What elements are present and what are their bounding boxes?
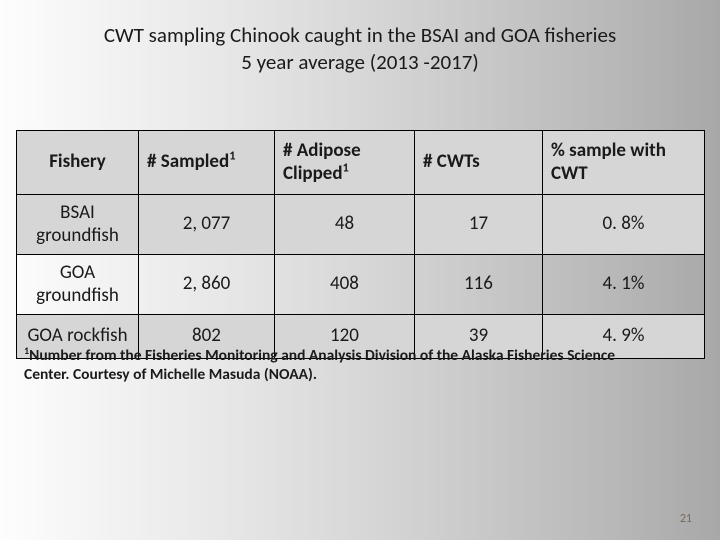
cell-cwts: 116 [415, 255, 543, 315]
col-header-clipped: # Adipose Clipped1 [275, 131, 415, 195]
footnote: 1Number from the Fisheries Monitoring an… [24, 346, 664, 385]
table-row: BSAI groundfish 2, 077 48 17 0. 8% [17, 195, 705, 255]
title-line-1: CWT sampling Chinook caught in the BSAI … [104, 22, 616, 48]
cwt-table: Fishery # Sampled1 # Adipose Clipped1 # … [16, 130, 705, 359]
title-line-2: 5 year average (2013 -2017) [241, 49, 479, 75]
data-table-container: Fishery # Sampled1 # Adipose Clipped1 # … [16, 130, 704, 359]
cell-cwts: 17 [415, 195, 543, 255]
page-number: 21 [680, 512, 692, 526]
cell-pct: 0. 8% [543, 195, 705, 255]
slide-title: CWT sampling Chinook caught in the BSAI … [0, 0, 720, 77]
col-header-pct: % sample with CWT [543, 131, 705, 195]
cell-sampled: 2, 860 [139, 255, 275, 315]
cell-pct: 4. 1% [543, 255, 705, 315]
footnote-text: Number from the Fisheries Monitoring and… [24, 346, 615, 384]
table-row: GOA groundfish 2, 860 408 116 4. 1% [17, 255, 705, 315]
table-header-row: Fishery # Sampled1 # Adipose Clipped1 # … [17, 131, 705, 195]
cell-clipped: 48 [275, 195, 415, 255]
col-header-sampled: # Sampled1 [139, 131, 275, 195]
col-header-fishery: Fishery [17, 131, 139, 195]
cell-sampled: 2, 077 [139, 195, 275, 255]
col-header-cwts: # CWTs [415, 131, 543, 195]
cell-fishery: GOA groundfish [17, 255, 139, 315]
cell-fishery: BSAI groundfish [17, 195, 139, 255]
cell-clipped: 408 [275, 255, 415, 315]
